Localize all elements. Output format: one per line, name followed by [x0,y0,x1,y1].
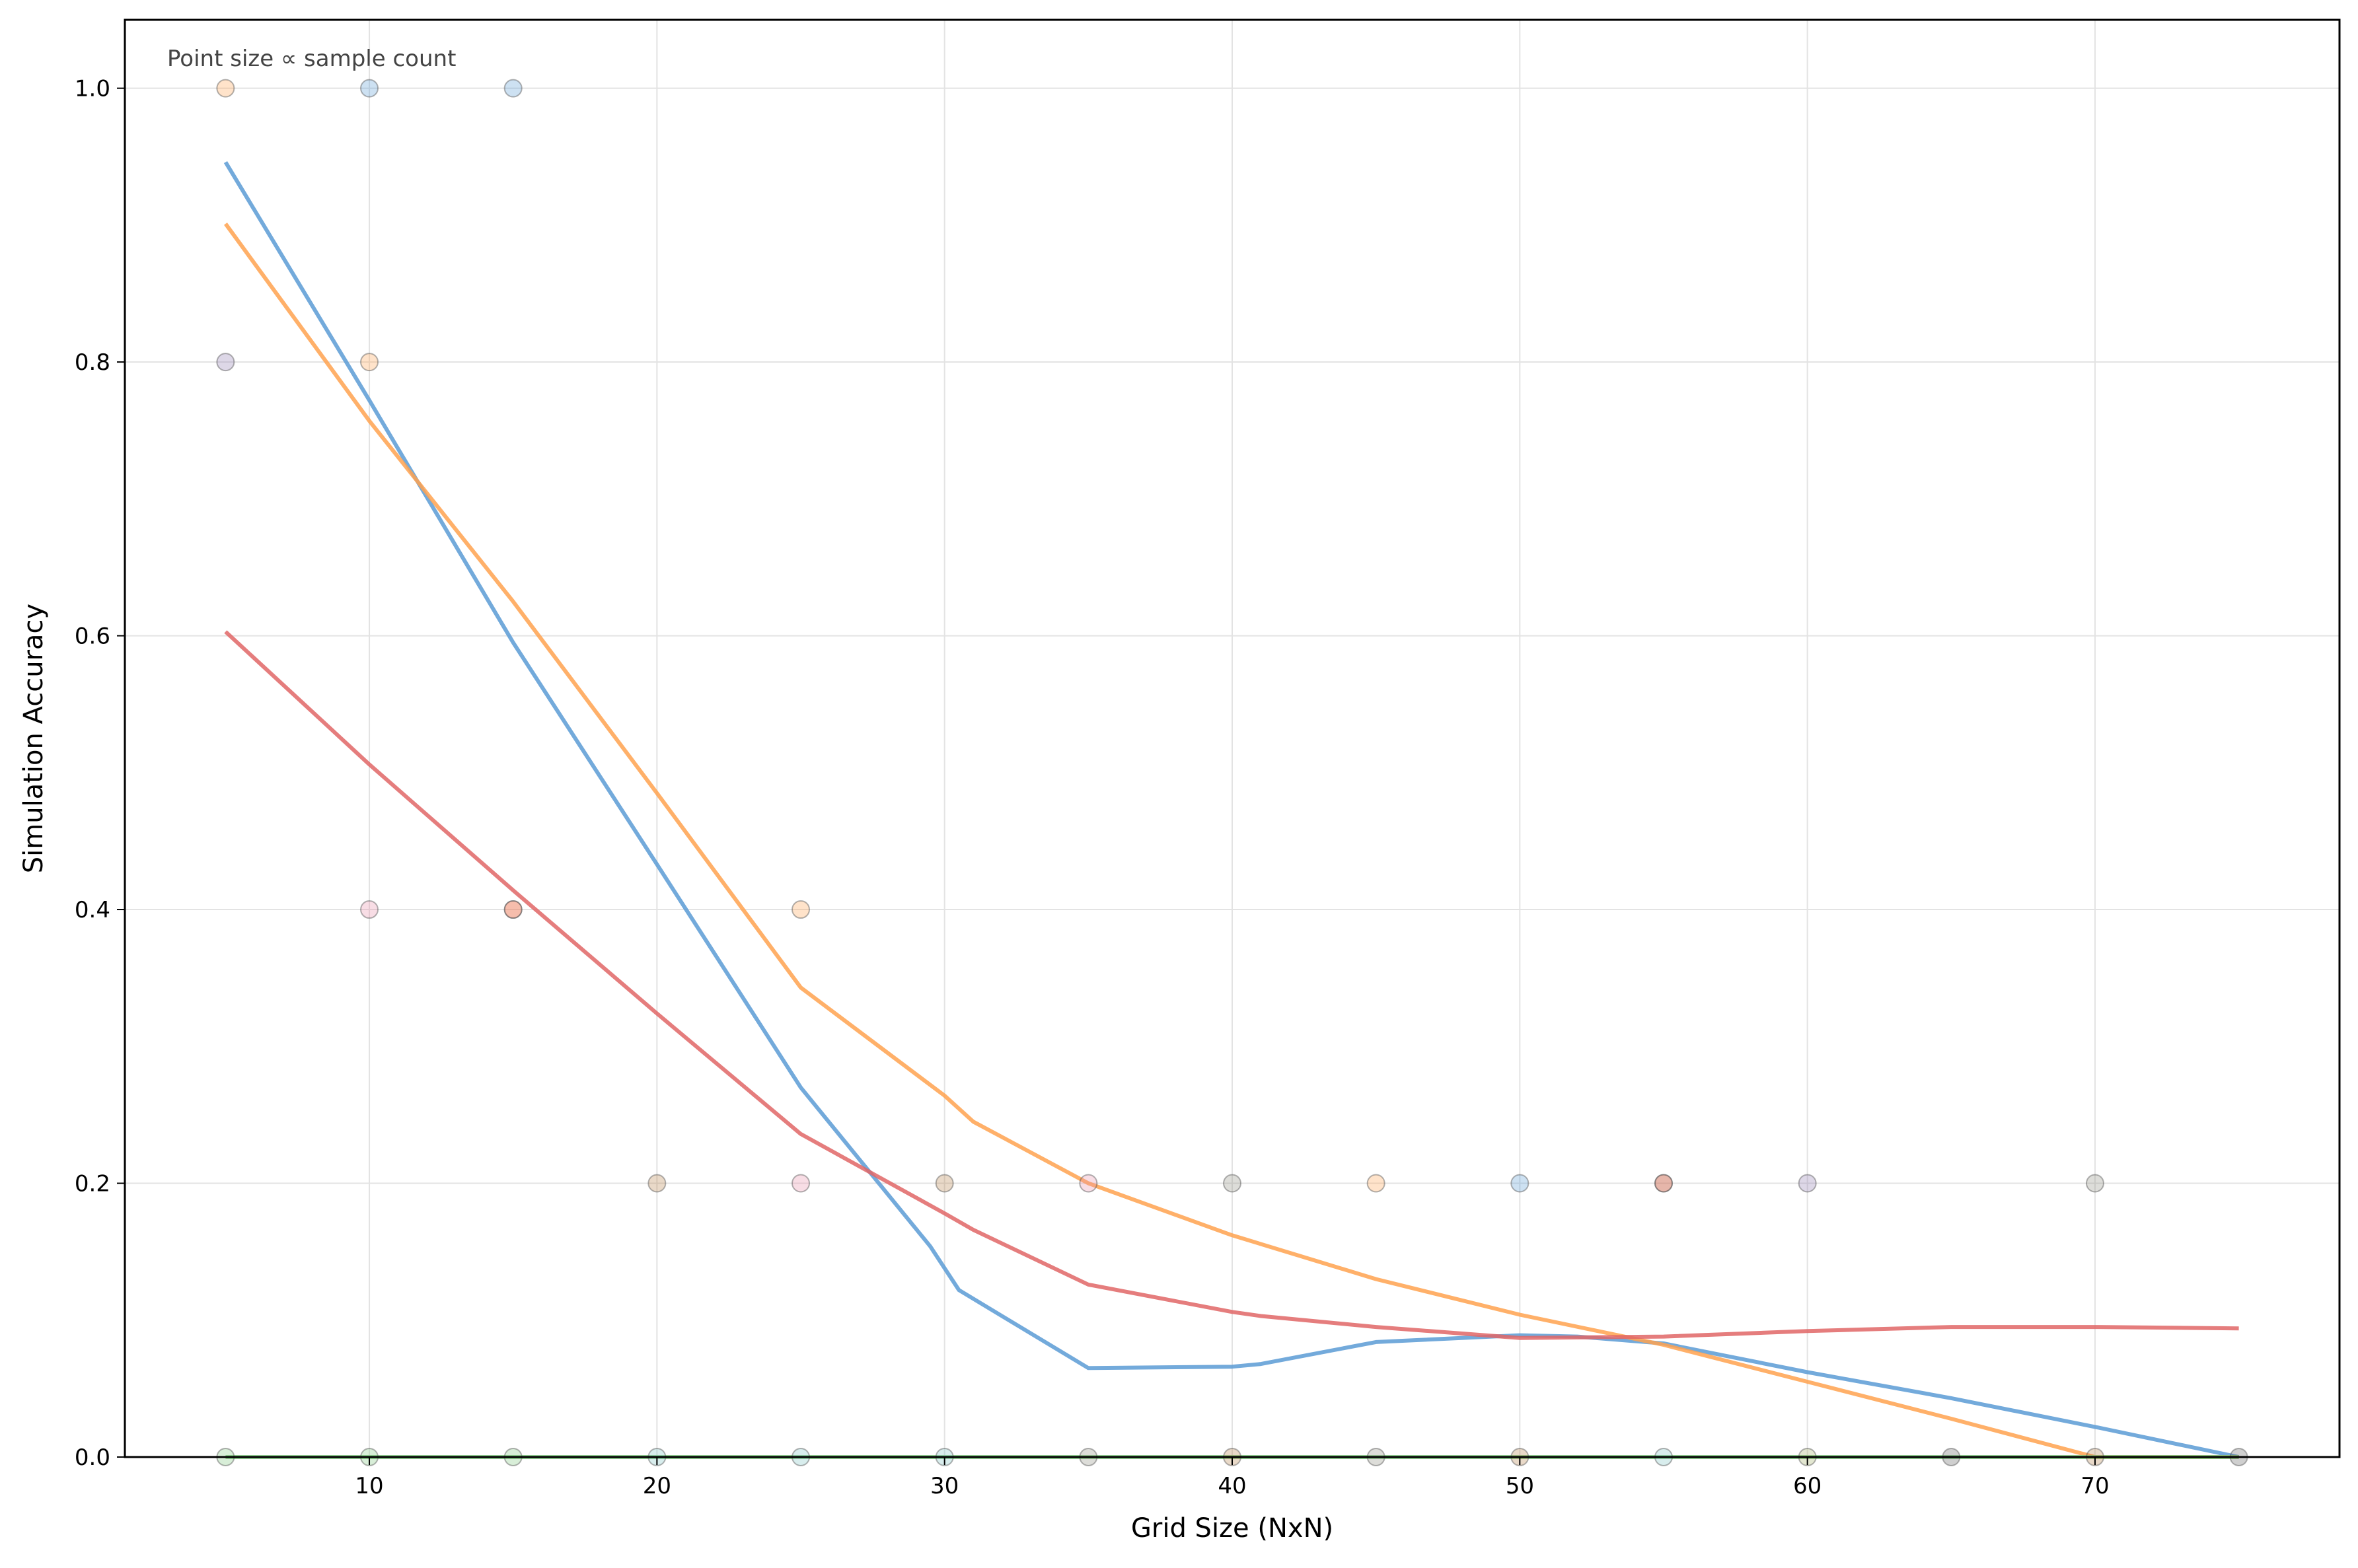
scatter-point [216,353,235,372]
scatter-point [2085,1174,2104,1193]
scatter-point [792,900,811,919]
scatter-point [1654,1174,1673,1193]
scatter-point [1510,1174,1529,1193]
y-tick-label: 0.6 [75,624,110,650]
x-tick-label: 70 [2081,1473,2109,1499]
scatter-point [503,900,523,919]
x-tick-label: 20 [643,1473,671,1499]
x-tick-label: 40 [1218,1473,1246,1499]
series-line-red [224,630,2239,1340]
y-tick-label: 1.0 [75,76,110,102]
scatter-point [360,900,379,919]
series-line-orange [223,223,2239,1459]
scatter-point [792,1174,811,1193]
scatter-point [360,79,379,98]
scatter-point [360,353,379,372]
series-line-blue [223,160,2240,1459]
y-tick-label: 0.8 [75,349,110,376]
scatter-point [1366,1174,1385,1193]
x-tick-label: 60 [1793,1473,1822,1499]
point-size-annotation: Point size ∝ sample count [167,46,456,72]
scatter-point [935,1174,954,1193]
x-tick-label: 50 [1506,1473,1534,1499]
x-axis-label: Grid Size (NxN) [1131,1513,1333,1544]
scatter-point [1079,1174,1098,1193]
x-axis-ticks: 10 20 30 40 50 60 70 [355,1457,2110,1499]
y-axis-label: Simulation Accuracy [18,604,49,873]
y-tick-label: 0.4 [75,897,110,923]
x-tick-label: 30 [930,1473,959,1499]
y-tick-label: 0.2 [75,1171,110,1197]
scatter-point [216,79,235,98]
grid-lines [125,20,2340,1458]
x-tick-label: 10 [355,1473,383,1499]
scatter-point [503,79,523,98]
scatter-point [647,1174,667,1193]
scatter-point [1223,1174,1241,1193]
scatter-point [1798,1174,1817,1193]
y-axis-ticks: 0.0 0.2 0.4 0.6 0.8 1.0 [75,76,125,1471]
scatter-point [503,900,523,919]
y-tick-label: 0.0 [75,1444,110,1471]
scatter-point [1654,1174,1673,1193]
